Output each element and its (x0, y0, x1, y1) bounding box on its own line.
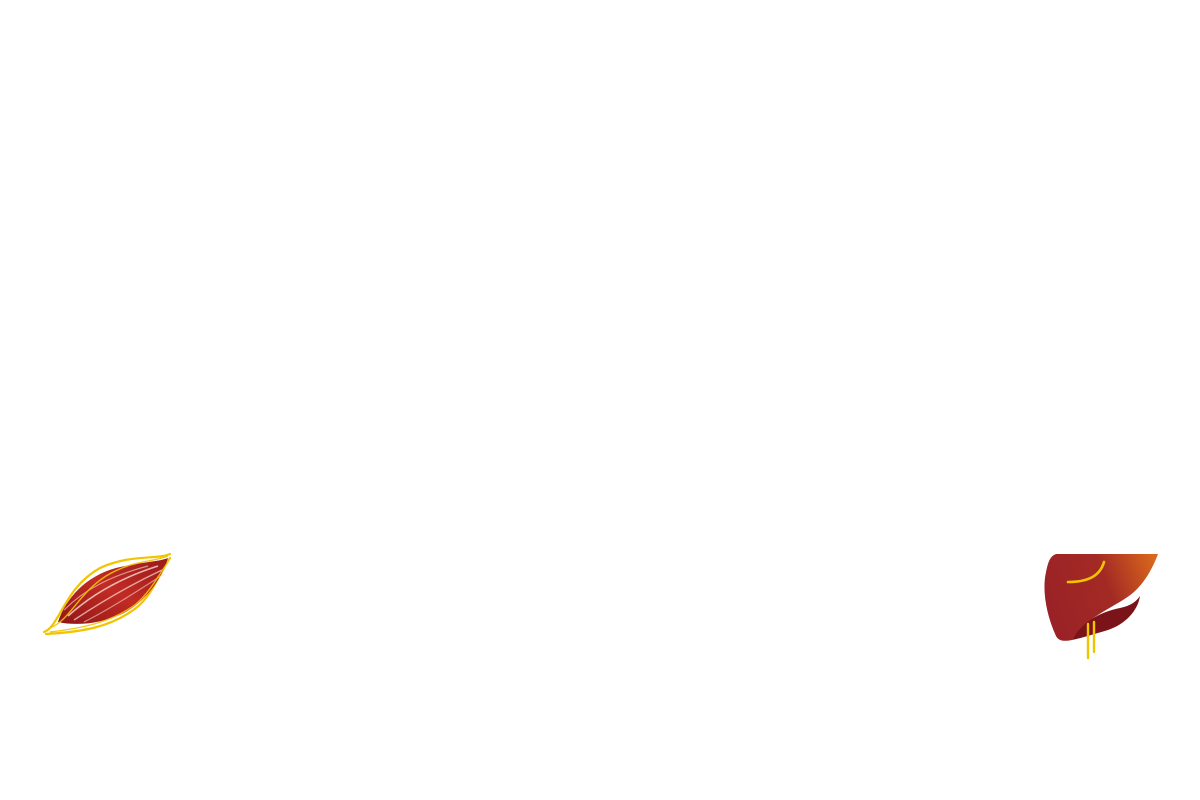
liver-icon (1038, 548, 1162, 664)
muscle-icon (40, 548, 176, 640)
